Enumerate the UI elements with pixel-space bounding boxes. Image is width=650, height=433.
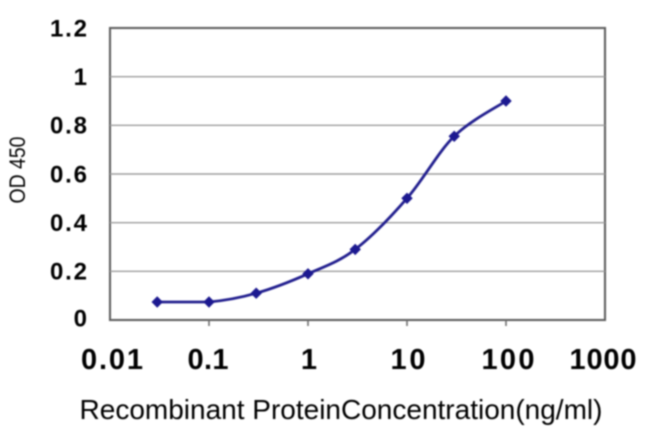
svg-text:0: 0 xyxy=(74,306,87,333)
svg-text:1000: 1000 xyxy=(570,344,637,376)
svg-text:100: 100 xyxy=(482,344,535,376)
svg-text:OD 450: OD 450 xyxy=(5,137,30,204)
svg-text:0.1: 0.1 xyxy=(188,344,229,376)
svg-text:0.4: 0.4 xyxy=(50,210,88,237)
svg-text:1: 1 xyxy=(301,344,317,376)
svg-text:0.01: 0.01 xyxy=(81,344,143,376)
svg-text:0.6: 0.6 xyxy=(50,161,87,188)
svg-text:0.8: 0.8 xyxy=(50,113,87,140)
svg-text:Recombinant ProteinConcentrati: Recombinant ProteinConcentration(ng/ml) xyxy=(80,394,603,425)
svg-text:1: 1 xyxy=(74,64,87,91)
svg-text:0.2: 0.2 xyxy=(50,259,87,286)
svg-text:1.2: 1.2 xyxy=(50,15,87,42)
svg-text:10: 10 xyxy=(391,344,426,376)
